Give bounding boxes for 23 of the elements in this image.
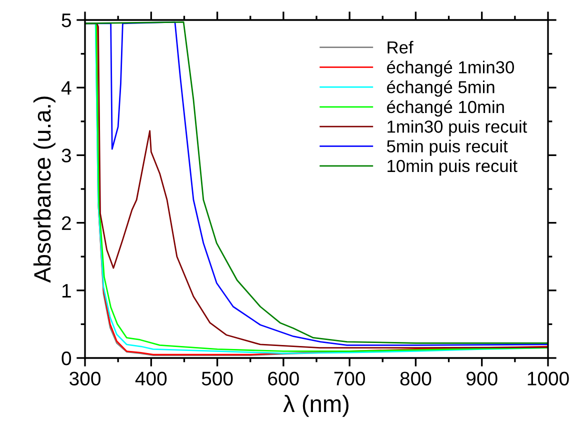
y-tick-label: 0 xyxy=(62,351,72,366)
x-tick-label: 1000 xyxy=(528,372,569,386)
legend-label: échangé 10min xyxy=(387,100,504,117)
y-axis-title: Absorbance (u.a.) xyxy=(33,96,56,283)
y-tick-label: 2 xyxy=(62,216,71,230)
legend-label: 10min puis recuit xyxy=(388,159,518,176)
y-tick-label: 4 xyxy=(61,81,72,95)
legend-label: 1min30 puis recuit xyxy=(388,120,528,136)
x-axis-title: λ (nm) xyxy=(283,394,348,417)
legend-label: 5min puis recuit xyxy=(386,140,508,156)
legend-label: Ref xyxy=(388,40,414,54)
x-tick-label: 300 xyxy=(70,372,100,386)
y-tick-label: 5 xyxy=(62,14,71,28)
x-tick-label: 900 xyxy=(466,372,498,386)
x-tick-label: 500 xyxy=(202,372,233,386)
y-tick-label: 1 xyxy=(62,284,71,298)
legend-label: échangé 5min xyxy=(387,80,494,97)
x-tick-label: 600 xyxy=(268,372,299,386)
x-tick-label: 700 xyxy=(334,372,366,386)
legend-label: échangé 1min30 xyxy=(387,60,514,77)
x-tick-label: 800 xyxy=(400,372,432,386)
y-tick-label: 3 xyxy=(62,148,71,162)
x-tick-label: 400 xyxy=(135,372,167,386)
